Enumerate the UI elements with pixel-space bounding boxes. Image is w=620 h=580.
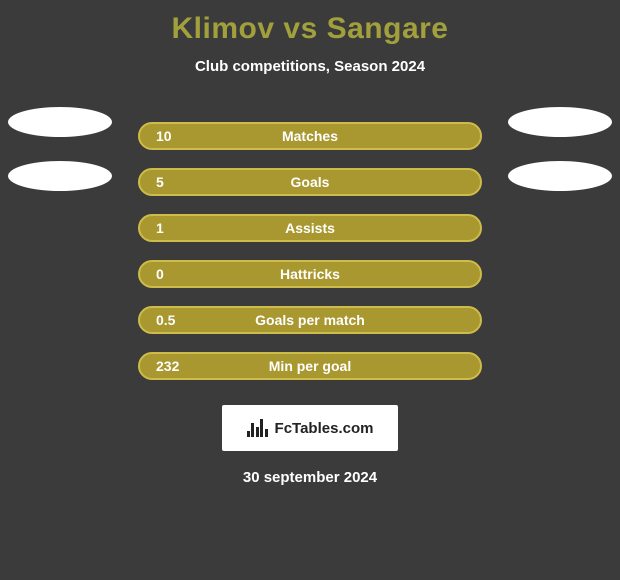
stat-bar: 1Assists — [138, 214, 482, 242]
stat-bar: 0.5Goals per match — [138, 306, 482, 334]
comparison-infographic: Klimov vs Sangare Club competitions, Sea… — [0, 0, 620, 580]
stat-label: Goals — [140, 174, 480, 190]
subtitle: Club competitions, Season 2024 — [0, 58, 620, 75]
stat-bar: 0Hattricks — [138, 260, 482, 288]
decor-ellipse-right — [508, 161, 612, 191]
page-title: Klimov vs Sangare — [0, 12, 620, 46]
brand-badge: FcTables.com — [222, 405, 398, 451]
player-right-name: Sangare — [327, 12, 449, 45]
stat-value: 10 — [156, 128, 172, 144]
stat-row: 0Hattricks — [0, 251, 620, 297]
stat-value: 1 — [156, 220, 164, 236]
stat-row: 0.5Goals per match — [0, 297, 620, 343]
decor-ellipse-left — [8, 107, 112, 137]
stat-value: 232 — [156, 358, 179, 374]
decor-ellipse-left — [8, 161, 112, 191]
decor-ellipse-right — [508, 107, 612, 137]
stat-value: 0 — [156, 266, 164, 282]
stat-row: 232Min per goal — [0, 343, 620, 389]
stat-bar: 232Min per goal — [138, 352, 482, 380]
player-left-name: Klimov — [172, 12, 275, 45]
stat-label: Goals per match — [140, 312, 480, 328]
bars-icon — [247, 419, 269, 437]
stat-label: Min per goal — [140, 358, 480, 374]
stat-rows: 10Matches5Goals1Assists0Hattricks0.5Goal… — [0, 113, 620, 389]
stat-value: 5 — [156, 174, 164, 190]
vs-separator: vs — [275, 12, 327, 45]
stat-label: Assists — [140, 220, 480, 236]
stat-bar: 10Matches — [138, 122, 482, 150]
stat-row: 10Matches — [0, 113, 620, 159]
stat-row: 5Goals — [0, 159, 620, 205]
stat-bar: 5Goals — [138, 168, 482, 196]
date-label: 30 september 2024 — [0, 469, 620, 486]
stat-value: 0.5 — [156, 312, 175, 328]
stat-label: Hattricks — [140, 266, 480, 282]
brand-text: FcTables.com — [275, 420, 374, 437]
stat-label: Matches — [140, 128, 480, 144]
stat-row: 1Assists — [0, 205, 620, 251]
